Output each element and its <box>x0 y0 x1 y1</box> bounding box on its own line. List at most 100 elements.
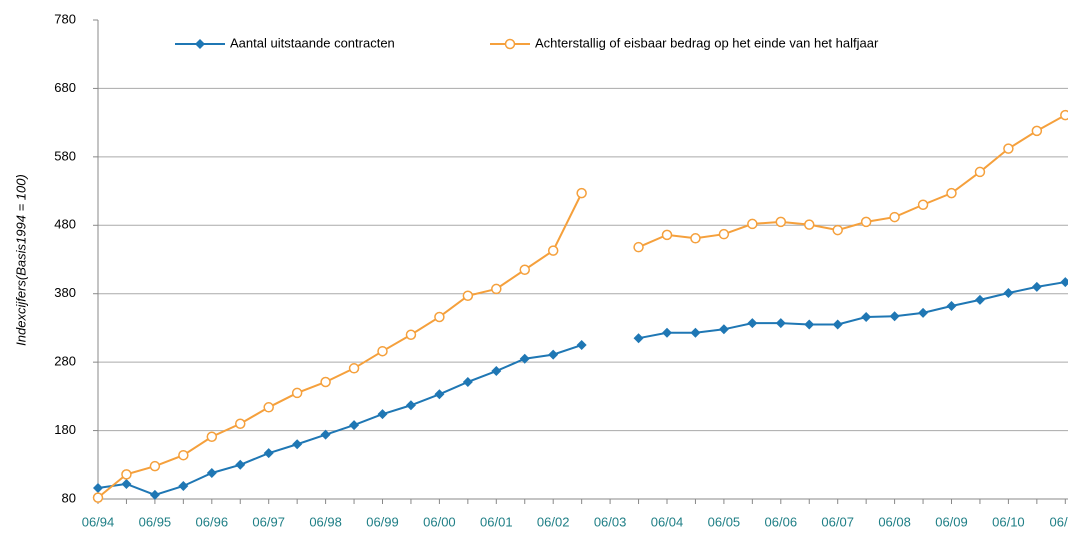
data-point <box>178 480 189 491</box>
x-tick-label: 06/07 <box>821 514 854 529</box>
data-point <box>633 333 644 344</box>
x-tick-label: 06/04 <box>651 514 684 529</box>
data-point <box>462 290 474 302</box>
x-tick-label: 06/10 <box>992 514 1025 529</box>
y-tick-label: 80 <box>62 490 76 505</box>
data-point <box>832 224 843 236</box>
data-point <box>519 353 530 364</box>
data-point <box>405 400 416 411</box>
data-point <box>92 492 104 503</box>
data-point <box>946 301 957 312</box>
data-point <box>1060 109 1068 121</box>
data-point <box>434 311 445 323</box>
data-point <box>121 478 132 489</box>
data-point <box>917 199 929 211</box>
x-tick-label: 06/94 <box>82 514 115 529</box>
x-tick-label: 06/99 <box>366 514 399 529</box>
data-point <box>263 448 274 459</box>
data-point <box>491 366 502 377</box>
data-point <box>434 389 445 400</box>
legend-label: Achterstallig of eisbaar bedrag op het e… <box>535 35 879 50</box>
data-point <box>206 467 217 478</box>
x-tick-label: 06/06 <box>765 514 798 529</box>
data-point <box>860 216 872 228</box>
data-point <box>747 318 758 329</box>
legend-marker <box>504 38 516 50</box>
data-point <box>576 187 587 199</box>
data-point <box>206 431 218 442</box>
x-tick-label: 06/03 <box>594 514 627 529</box>
data-point <box>462 376 473 387</box>
legend-label: Aantal uitstaande contracten <box>230 35 395 50</box>
data-point <box>974 166 986 178</box>
y-tick-label: 180 <box>54 422 76 437</box>
data-point <box>519 264 530 276</box>
x-tick-label: 06/08 <box>878 514 911 529</box>
y-tick-label: 380 <box>54 285 76 300</box>
x-tick-label: 06/00 <box>423 514 456 529</box>
data-point <box>405 329 417 341</box>
data-point <box>263 402 274 413</box>
data-point <box>861 311 872 322</box>
data-point <box>804 219 815 230</box>
data-point <box>235 418 246 429</box>
data-point <box>775 318 786 329</box>
x-tick-label: 06/98 <box>309 514 342 529</box>
data-point <box>832 319 843 330</box>
data-point <box>1031 281 1042 292</box>
data-point <box>121 469 132 480</box>
data-point <box>377 345 388 357</box>
data-point <box>718 228 730 240</box>
x-tick-label: 06/95 <box>139 514 172 529</box>
data-point <box>1031 125 1043 137</box>
data-point <box>320 429 331 440</box>
data-point <box>775 216 787 228</box>
series-line <box>97 280 1068 496</box>
data-point <box>690 327 701 338</box>
data-point <box>690 233 701 244</box>
x-tick-label: 06/96 <box>196 514 229 529</box>
data-point <box>292 439 303 450</box>
data-point <box>349 420 360 431</box>
data-point <box>804 319 815 330</box>
data-point <box>946 187 957 199</box>
legend-marker <box>195 39 205 49</box>
data-point <box>235 459 246 470</box>
data-point <box>662 327 672 338</box>
x-tick-label: 06/05 <box>708 514 741 529</box>
x-tick-label: 06/97 <box>252 514 285 529</box>
data-point <box>1060 277 1068 288</box>
data-point <box>576 340 587 351</box>
y-tick-label: 480 <box>54 217 76 232</box>
data-point <box>747 218 758 230</box>
x-tick-label: 06/01 <box>480 514 513 529</box>
data-point <box>918 307 929 318</box>
data-point <box>348 363 360 374</box>
data-point <box>974 294 985 305</box>
data-point <box>633 241 644 253</box>
data-point <box>718 324 729 335</box>
data-point <box>547 245 559 256</box>
y-tick-label: 780 <box>54 11 76 26</box>
x-tick-label: 06/11 <box>1050 514 1068 529</box>
data-point <box>889 211 900 223</box>
data-point <box>320 376 331 388</box>
data-point <box>178 449 189 461</box>
data-point <box>889 311 900 322</box>
data-point <box>661 229 673 241</box>
data-point <box>1003 143 1014 154</box>
data-point <box>377 409 388 420</box>
data-point <box>149 489 160 500</box>
y-tick-label: 580 <box>54 148 76 163</box>
data-point <box>93 483 103 494</box>
y-tick-label: 680 <box>54 80 76 95</box>
data-point <box>1003 288 1014 299</box>
data-point <box>291 387 303 399</box>
y-axis-label: Indexcijfers(Basis1994 = 100) <box>13 174 28 346</box>
data-point <box>149 460 161 472</box>
data-point <box>491 283 502 295</box>
x-tick-label: 06/09 <box>935 514 968 529</box>
y-tick-label: 280 <box>54 354 76 369</box>
x-tick-label: 06/02 <box>537 514 570 529</box>
